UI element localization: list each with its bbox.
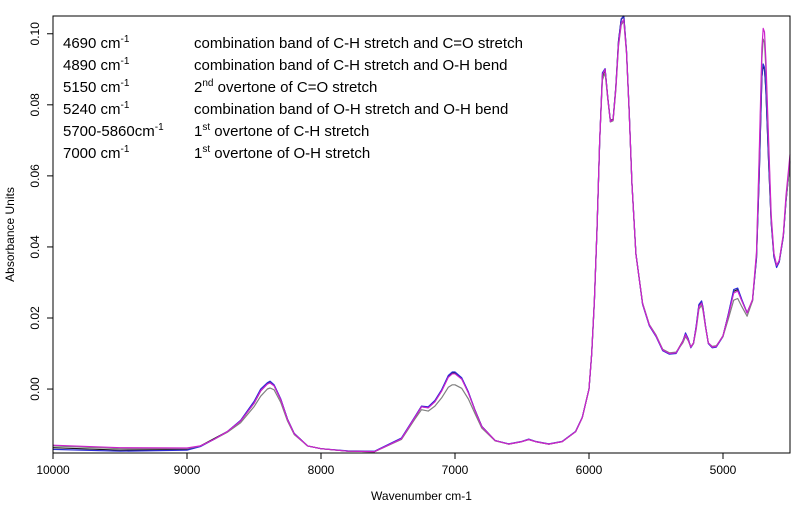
y-tick-label: 0.00	[28, 377, 42, 401]
series-lines	[52, 15, 791, 453]
x-tick-label: 8000	[308, 463, 335, 477]
annotation-description: 1st overtone of O-H stretch	[194, 144, 370, 162]
annotation-description: 2nd overtone of C=O stretch	[194, 78, 377, 96]
y-tick-label: 0.02	[28, 306, 42, 330]
x-tick-label: 5000	[710, 463, 737, 477]
annotation-description: combination band of O-H stretch and O-H …	[194, 101, 508, 118]
x-tick-label: 10000	[36, 463, 70, 477]
x-axis-tick-labels: 10000 9000 8000 7000 6000 5000	[36, 463, 736, 477]
annotation-wavenumber: 4890 cm-1	[63, 56, 130, 74]
annotation-wavenumber: 7000 cm-1	[63, 144, 130, 162]
y-axis-ticks	[47, 33, 53, 390]
x-axis-title: Wavenumber cm-1	[371, 489, 472, 503]
y-tick-label: 0.06	[28, 164, 42, 188]
y-tick-label: 0.04	[28, 235, 42, 259]
y-tick-label: 0.08	[28, 93, 42, 117]
y-axis-tick-labels: 0.00 0.02 0.04 0.06 0.08 0.10	[28, 22, 42, 401]
series-line-2	[52, 15, 791, 452]
y-tick-label: 0.10	[28, 22, 42, 46]
annotation-wavenumber: 5700-5860cm-1	[63, 122, 164, 140]
series-line-4	[52, 19, 791, 453]
x-tick-label: 7000	[442, 463, 469, 477]
annotation-wavenumber: 4690 cm-1	[63, 34, 130, 52]
annotation-description: 1st overtone of C-H stretch	[194, 122, 369, 140]
band-assignment-annotations: 4690 cm-1 combination band of C-H stretch…	[63, 34, 523, 162]
series-line-3	[52, 20, 791, 453]
annotation-wavenumber: 5240 cm-1	[63, 100, 130, 118]
x-tick-label: 9000	[174, 463, 201, 477]
annotation-description: combination band of C-H stretch and C=O …	[194, 35, 523, 52]
y-axis-title: Absorbance Units	[3, 187, 17, 282]
annotation-description: combination band of C-H stretch and O-H …	[194, 57, 508, 74]
x-axis-ticks	[52, 453, 724, 459]
x-tick-label: 6000	[576, 463, 603, 477]
series-line-1	[52, 15, 791, 453]
plot-frame	[52, 15, 791, 454]
annotation-wavenumber: 5150 cm-1	[63, 78, 130, 96]
